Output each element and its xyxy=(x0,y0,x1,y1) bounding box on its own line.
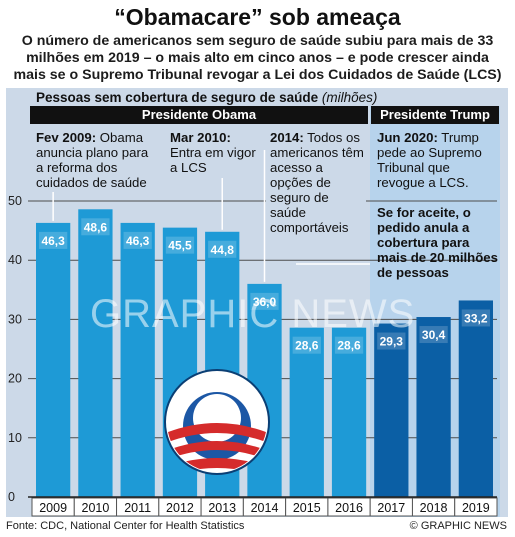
bar-2017 xyxy=(374,323,409,497)
bar-value-label-2010: 48,6 xyxy=(84,220,108,234)
bar-value-label-2009: 46,3 xyxy=(41,234,65,248)
bar-value-label-2012: 45,5 xyxy=(168,239,192,253)
source-note: Fonte: CDC, National Center for Health S… xyxy=(6,520,245,532)
bar-2018 xyxy=(416,317,451,497)
bar-value-label-2014: 36,0 xyxy=(253,295,277,309)
bar-label-bg-2019 xyxy=(461,309,490,327)
y-tick-label-50: 50 xyxy=(8,194,22,208)
annotation-2009: Fev 2009: Obama anuncia plano para a ref… xyxy=(36,130,158,190)
bar-value-label-2018: 30,4 xyxy=(422,328,446,342)
bar-value-label-2015: 28,6 xyxy=(295,339,319,353)
x-tick-label-2010: 2010 xyxy=(82,501,110,515)
chart-subheading: Pessoas sem cobertura de seguro de saúde… xyxy=(36,90,377,105)
annotation-2010-date: Mar 2010: xyxy=(170,130,231,145)
annotation-2014-text: Todos os americanos têm acesso a opções … xyxy=(270,130,364,235)
x-tick-box-2019 xyxy=(454,497,498,517)
presidency-trump-label: Presidente Trump xyxy=(371,106,499,124)
annotation-2009-date: Fev 2009: xyxy=(36,130,97,145)
obama-logo xyxy=(164,369,270,475)
presidency-obama-label: Presidente Obama xyxy=(30,106,368,124)
x-tick-label-2016: 2016 xyxy=(335,501,363,515)
annotation-2020-date: Jun 2020: xyxy=(377,130,438,145)
annotation-2014-date: 2014: xyxy=(270,130,304,145)
x-tick-label-2019: 2019 xyxy=(462,501,490,515)
x-tick-label-2012: 2012 xyxy=(166,501,194,515)
bar-value-label-2013: 44,8 xyxy=(211,243,235,257)
x-tick-label-2009: 2009 xyxy=(39,501,67,515)
bar-label-bg-2010 xyxy=(81,218,110,236)
x-tick-label-2018: 2018 xyxy=(420,501,448,515)
x-tick-label-2015: 2015 xyxy=(293,501,321,515)
bar-2016 xyxy=(331,327,367,497)
x-tick-label-2014: 2014 xyxy=(251,501,279,515)
y-tick-label-40: 40 xyxy=(8,253,22,267)
bar-2019 xyxy=(458,300,493,497)
subheading-label: Pessoas sem cobertura de seguro de saúde xyxy=(36,90,319,105)
bar-label-bg-2014 xyxy=(250,292,279,310)
bar-label-bg-2018 xyxy=(419,326,448,344)
bar-label-bg-2012 xyxy=(165,236,195,254)
annotation-2020: Jun 2020: Trump pede ao Supremo Tribunal… xyxy=(377,130,499,190)
chart-title: “Obamacare” sob ameaça xyxy=(114,4,401,30)
credit-note: © GRAPHIC NEWS xyxy=(409,520,507,532)
bar-2011 xyxy=(120,222,155,498)
bar-2010 xyxy=(78,209,113,497)
bar-label-bg-2017 xyxy=(377,332,406,350)
annotation-2009-text: Obama anuncia plano para a reforma dos c… xyxy=(36,130,149,190)
chart-subtitle: O número de americanos sem seguro de saú… xyxy=(13,33,502,83)
y-tick-label-0: 0 xyxy=(8,490,15,504)
annotation-2020-text: Trump pede ao Supremo Tribunal que revog… xyxy=(377,130,482,190)
annotation-2020-consequence: Se for aceite, o pedido anula a cobertur… xyxy=(377,205,498,280)
y-tick-label-20: 20 xyxy=(8,372,22,386)
bar-label-bg-2009 xyxy=(39,231,68,249)
bar-label-bg-2011 xyxy=(123,231,152,249)
bar-2009 xyxy=(36,222,71,498)
bar-2015 xyxy=(289,327,324,497)
bar-value-label-2019: 33,2 xyxy=(464,311,488,325)
x-tick-label-2011: 2011 xyxy=(124,501,151,515)
annotation-2010-text: Entra em vigor a LCS xyxy=(170,145,256,175)
bar-value-label-2016: 28,6 xyxy=(337,339,361,353)
bar-value-label-2011: 46,3 xyxy=(126,234,150,248)
bar-label-bg-2013 xyxy=(208,240,237,258)
watermark: GRAPHIC NEWS xyxy=(90,292,416,336)
annotation-2014: 2014: Todos os americanos têm acesso a o… xyxy=(270,130,365,235)
subheading-unit: (milhões) xyxy=(321,90,378,105)
x-tick-label-2017: 2017 xyxy=(377,501,405,515)
annotation-2010: Mar 2010: Entra em vigor a LCS xyxy=(170,130,258,175)
x-tick-label-2013: 2013 xyxy=(208,501,236,515)
bar-label-bg-2015 xyxy=(292,336,321,354)
bar-label-bg-2016 xyxy=(334,336,364,354)
y-tick-label-30: 30 xyxy=(8,312,22,326)
y-tick-label-10: 10 xyxy=(8,431,22,445)
bar-value-label-2017: 29,3 xyxy=(380,335,404,349)
